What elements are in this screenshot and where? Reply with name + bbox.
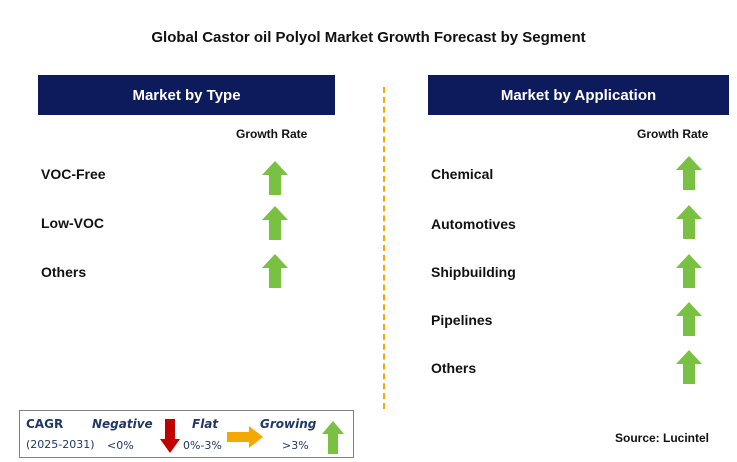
legend-period: (2025-2031) — [26, 438, 95, 451]
green-up-arrow-icon — [262, 206, 288, 240]
green-up-arrow-icon — [676, 350, 702, 384]
green-up-arrow-icon — [676, 254, 702, 288]
green-up-arrow-icon — [322, 421, 344, 454]
green-up-arrow-icon — [676, 205, 702, 239]
legend-growing-label: Growing — [260, 417, 317, 431]
application-row-label: Others — [431, 360, 477, 376]
green-up-arrow-icon — [676, 156, 702, 190]
legend-negative-label: Negative — [92, 417, 153, 431]
legend-box: CAGR (2025-2031) Negative <0% Flat 0%-3%… — [19, 410, 354, 458]
application-row-label: Chemical — [431, 166, 494, 182]
legend-negative-range: <0% — [107, 439, 134, 452]
application-row-label: Automotives — [431, 216, 516, 232]
application-row-label: Shipbuilding — [431, 264, 516, 280]
legend-flat-range: 0%-3% — [183, 439, 222, 452]
application-growth-rate-header: Growth Rate — [637, 127, 709, 141]
green-up-arrow-icon — [262, 254, 288, 288]
page-title: Global Castor oil Polyol Market Growth F… — [151, 29, 586, 46]
type-growth-rate-header: Growth Rate — [236, 127, 308, 141]
market-by-type-header: Market by Type — [38, 75, 335, 115]
type-row-label: Low-VOC — [41, 215, 104, 231]
legend-cagr-label: CAGR — [26, 417, 64, 431]
type-row-label: VOC-Free — [41, 166, 106, 182]
type-row-label: Others — [41, 264, 87, 280]
yellow-right-arrow-icon — [227, 426, 263, 448]
market-by-application-header: Market by Application — [428, 75, 729, 115]
application-row-label: Pipelines — [431, 312, 493, 328]
panel-divider — [383, 87, 385, 409]
legend-growing-range: >3% — [282, 439, 309, 452]
green-up-arrow-icon — [262, 161, 288, 195]
green-up-arrow-icon — [676, 302, 702, 336]
source-label: Source: Lucintel — [615, 431, 710, 445]
red-down-arrow-icon — [160, 419, 180, 453]
legend-flat-label: Flat — [192, 417, 219, 431]
